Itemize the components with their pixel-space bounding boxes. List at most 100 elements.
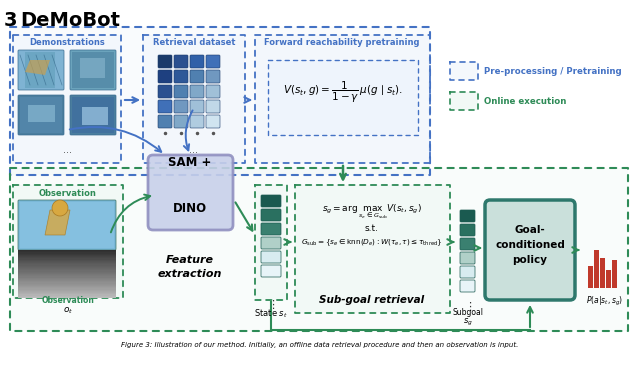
Text: Online execution: Online execution (484, 97, 566, 106)
Text: Observation: Observation (42, 296, 95, 305)
Bar (18, 284, 116, 285)
Polygon shape (80, 58, 105, 78)
Text: Feature
extraction: Feature extraction (158, 255, 222, 279)
Circle shape (52, 200, 68, 216)
FancyBboxPatch shape (148, 155, 233, 230)
FancyBboxPatch shape (261, 223, 281, 235)
Bar (10, 168, 628, 331)
FancyBboxPatch shape (460, 280, 475, 292)
Text: Goal-
conditioned
policy: Goal- conditioned policy (495, 225, 565, 265)
Bar (18, 251, 116, 253)
Bar (18, 268, 116, 269)
FancyBboxPatch shape (460, 238, 475, 250)
Bar (612, 260, 616, 288)
Text: $\vdots$: $\vdots$ (464, 300, 472, 313)
Bar (143, 35, 245, 163)
FancyBboxPatch shape (485, 200, 575, 300)
Text: Sub-goal retrieval: Sub-goal retrieval (319, 295, 424, 305)
FancyBboxPatch shape (158, 85, 172, 98)
Polygon shape (25, 52, 55, 88)
Text: $G_{\mathrm{sub}} = \{s_e \in \mathrm{knn}(D_e): W(\tau_e, \tau) \leq \tau_{\mat: $G_{\mathrm{sub}} = \{s_e \in \mathrm{kn… (301, 238, 443, 248)
FancyBboxPatch shape (158, 115, 172, 128)
Polygon shape (72, 52, 114, 88)
Bar (18, 271, 116, 273)
Bar (255, 35, 430, 163)
FancyBboxPatch shape (158, 100, 172, 113)
Bar (18, 279, 116, 280)
FancyBboxPatch shape (206, 70, 220, 83)
Text: State $s_t$: State $s_t$ (254, 308, 288, 320)
Text: 3: 3 (4, 11, 17, 30)
Bar (13, 35, 121, 163)
Bar (18, 277, 116, 279)
Text: ...: ... (63, 145, 72, 155)
Bar (588, 266, 593, 288)
Bar (13, 35, 121, 163)
Text: $\vdots$: $\vdots$ (267, 298, 275, 311)
Bar (18, 290, 116, 291)
Bar (268, 60, 418, 135)
Text: $P(a|s_t, s_g)$: $P(a|s_t, s_g)$ (586, 295, 623, 308)
Bar (18, 291, 116, 292)
Bar (268, 60, 418, 135)
FancyBboxPatch shape (206, 85, 220, 98)
Bar (450, 92, 478, 110)
FancyBboxPatch shape (18, 95, 64, 135)
FancyBboxPatch shape (174, 70, 188, 83)
FancyBboxPatch shape (261, 251, 281, 263)
FancyBboxPatch shape (174, 115, 188, 128)
FancyBboxPatch shape (70, 50, 116, 90)
Polygon shape (72, 97, 114, 133)
Text: DeMoBot: DeMoBot (20, 11, 120, 30)
Bar (18, 275, 116, 276)
FancyBboxPatch shape (174, 100, 188, 113)
Bar (18, 257, 116, 259)
Text: SAM +

DINO: SAM + DINO (168, 155, 212, 215)
Text: Subgoal: Subgoal (452, 308, 483, 317)
FancyBboxPatch shape (460, 210, 475, 222)
Text: $s_g$: $s_g$ (463, 317, 473, 328)
Bar (255, 35, 430, 163)
Bar (606, 270, 611, 288)
Bar (18, 273, 116, 274)
Text: s.t.: s.t. (365, 224, 379, 233)
FancyBboxPatch shape (206, 115, 220, 128)
Bar (18, 282, 116, 284)
Bar (18, 250, 116, 251)
FancyBboxPatch shape (206, 55, 220, 68)
Bar (10, 27, 430, 175)
FancyBboxPatch shape (190, 55, 204, 68)
Polygon shape (82, 107, 108, 125)
Bar (18, 296, 116, 297)
Bar (450, 92, 478, 110)
Bar (18, 285, 116, 286)
Bar (18, 287, 116, 288)
Bar (18, 254, 116, 255)
Bar (600, 258, 605, 288)
Bar (295, 185, 450, 313)
Bar (18, 264, 116, 266)
Bar (18, 262, 116, 263)
Text: Observation: Observation (39, 189, 97, 198)
Polygon shape (28, 105, 55, 122)
Polygon shape (45, 210, 70, 235)
Bar (450, 62, 478, 80)
Bar (255, 185, 287, 300)
Text: $V(s_t, g) = \dfrac{1}{1-\gamma}\,\mu(g\mid s_t).$: $V(s_t, g) = \dfrac{1}{1-\gamma}\,\mu(g\… (283, 80, 403, 105)
FancyBboxPatch shape (158, 55, 172, 68)
Bar (18, 269, 116, 271)
FancyBboxPatch shape (158, 70, 172, 83)
Polygon shape (20, 97, 62, 133)
Bar (18, 297, 116, 298)
Bar (18, 258, 116, 260)
Bar (18, 270, 116, 272)
FancyBboxPatch shape (206, 100, 220, 113)
Bar (18, 288, 116, 290)
Text: Pre-processing / Pretraining: Pre-processing / Pretraining (484, 66, 621, 75)
Text: $o_t$: $o_t$ (63, 305, 73, 316)
Bar (18, 267, 116, 268)
Bar (18, 293, 116, 294)
Bar (13, 185, 123, 298)
Bar (295, 185, 450, 313)
FancyBboxPatch shape (460, 224, 475, 236)
